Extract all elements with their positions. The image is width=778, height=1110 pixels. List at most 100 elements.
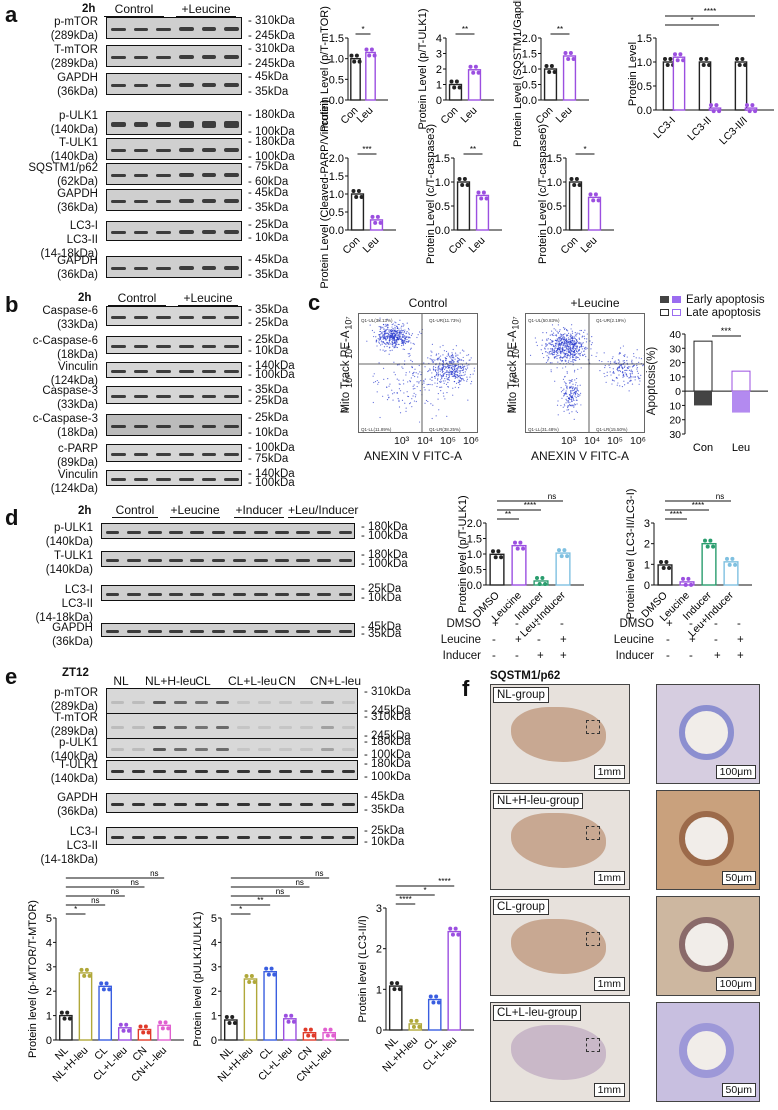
treatment-value: - <box>515 618 519 630</box>
svg-text:****: **** <box>670 510 682 519</box>
treatment-value: - <box>492 650 496 662</box>
svg-text:Leu: Leu <box>554 104 575 125</box>
protein-band <box>111 121 126 127</box>
protein-band <box>133 344 149 348</box>
protein-band <box>236 802 251 806</box>
svg-text:*: * <box>239 905 242 914</box>
svg-text:**: ** <box>557 25 563 34</box>
mw-marker: - 10kDa <box>248 232 289 244</box>
mw-marker: - 35kDa <box>364 804 405 816</box>
svg-text:1: 1 <box>436 80 442 92</box>
panel-d-label: d <box>5 505 19 530</box>
blot-label: GAPDH (36kDa) <box>57 255 98 281</box>
protein-band <box>148 530 162 534</box>
svg-text:****: **** <box>438 877 450 886</box>
protein-band <box>296 592 310 596</box>
bar-chart-d1: 0.00.51.01.52.0DMSOLeucineInducerLeu+Ind… <box>457 492 584 639</box>
protein-band <box>278 769 293 773</box>
svg-text:Q1-UL(38.13%): Q1-UL(38.13%) <box>361 318 393 323</box>
blot-image <box>106 444 242 462</box>
treatment-value: + <box>537 650 544 662</box>
mw-marker: - 45kDa <box>361 621 402 633</box>
protein-band <box>126 592 141 596</box>
protein-band <box>253 592 268 596</box>
flow-title: Control <box>408 296 448 310</box>
mw-marker: - 45kDa <box>248 71 289 83</box>
protein-band <box>133 266 149 270</box>
svg-text:ns: ns <box>111 887 119 896</box>
protein-band <box>201 55 217 59</box>
zoom-box <box>586 720 600 734</box>
treatment-value: - <box>737 618 741 630</box>
protein-band <box>201 230 217 234</box>
protein-band <box>211 592 226 596</box>
blot-image <box>101 585 355 601</box>
svg-text:Protein level (p/T-ULK1): Protein level (p/T-ULK1) <box>457 495 469 612</box>
mw-marker: - 10kDa <box>364 836 405 848</box>
svg-text:10: 10 <box>669 372 681 384</box>
protein-band <box>211 530 226 534</box>
blot-image <box>106 414 242 436</box>
flow-ytick: 10⁷ <box>510 316 521 330</box>
protein-band <box>253 558 268 562</box>
protein-band <box>133 27 149 31</box>
protein-band <box>173 835 188 839</box>
protein-band <box>320 802 335 806</box>
protein-band <box>236 700 251 704</box>
apoptosis-ylabel: Apoptosis(%) <box>646 346 658 416</box>
svg-text:0.5: 0.5 <box>547 201 562 213</box>
svg-text:Protein level (pULK1/ULK1): Protein level (pULK1/ULK1) <box>192 911 204 1046</box>
svg-text:0: 0 <box>675 386 681 398</box>
protein-band <box>224 55 239 59</box>
svg-text:5: 5 <box>211 913 217 925</box>
svg-text:**: ** <box>470 145 476 154</box>
flow-xtick: 10³ <box>394 435 410 447</box>
protein-band <box>169 629 183 633</box>
svg-text:****: **** <box>704 7 716 16</box>
protein-band <box>201 148 217 152</box>
svg-text:Leu: Leu <box>732 442 750 454</box>
protein-band <box>131 725 146 729</box>
scale-bar: 50μm <box>721 1083 756 1097</box>
blot-image <box>101 623 355 637</box>
protein-band <box>179 27 194 31</box>
svg-text:0.5: 0.5 <box>637 81 652 93</box>
mw-marker: - 25kDa <box>248 219 289 231</box>
blot-label: T-mTOR (289kDa) <box>50 44 98 70</box>
protein-band <box>111 266 126 270</box>
protein-band <box>341 769 356 773</box>
treatment-label: Leucine <box>440 634 481 646</box>
mw-marker: - 25kDa <box>248 334 289 346</box>
treatment-value: + <box>737 650 744 662</box>
panel-f-label: f <box>462 676 470 701</box>
svg-text:0.0: 0.0 <box>435 225 450 237</box>
protein-band <box>173 747 188 751</box>
mw-marker: - 245kDa <box>364 705 411 717</box>
panel-e-label: e <box>5 664 18 689</box>
protein-band <box>110 835 125 839</box>
protein-band <box>179 230 194 234</box>
svg-text:Con: Con <box>558 234 580 256</box>
legend-early: Early apoptosis <box>686 294 765 306</box>
svg-text:0.5: 0.5 <box>435 201 450 213</box>
svg-text:30: 30 <box>669 343 681 355</box>
protein-band <box>236 725 251 729</box>
svg-text:4: 4 <box>46 937 52 949</box>
protein-band <box>179 369 194 373</box>
protein-band <box>317 629 331 633</box>
tissue-section <box>511 813 606 868</box>
protein-band <box>190 592 204 596</box>
svg-text:Leu: Leu <box>579 234 600 255</box>
flow-ytick: 10⁶ <box>343 345 354 359</box>
protein-band <box>201 452 217 456</box>
protein-band <box>278 700 293 704</box>
protein-band <box>341 725 356 729</box>
svg-text:ns: ns <box>315 869 323 878</box>
protein-band <box>173 769 188 773</box>
protein-band <box>232 530 247 534</box>
lumen <box>679 917 734 972</box>
mw-marker: - 100kDa <box>248 151 295 163</box>
mw-marker: - 180kDa <box>361 521 408 533</box>
